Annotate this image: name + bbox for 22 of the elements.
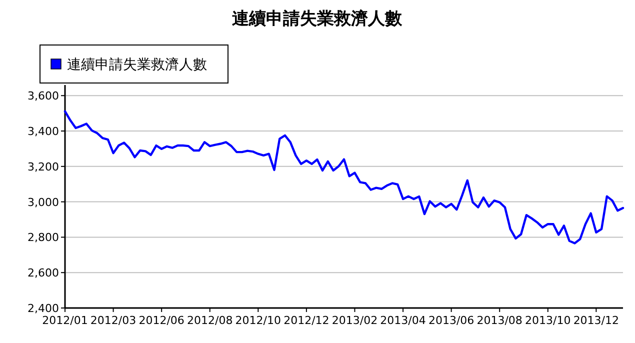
- line-series: [64, 110, 624, 244]
- x-tick-label: 2013/10: [525, 314, 571, 327]
- y-tick-label: 3,600: [28, 90, 59, 103]
- x-tick-label: 2013/06: [428, 314, 474, 327]
- x-tick-label: 2013/08: [476, 314, 522, 327]
- x-tick-label: 2013/02: [332, 314, 378, 327]
- legend-label: 連續申請失業救濟人數: [67, 57, 207, 73]
- y-tick-label: 2,400: [28, 302, 59, 315]
- x-tick-label: 2012/06: [138, 314, 184, 327]
- x-tick-label: 2013/04: [380, 314, 426, 327]
- y-tick-label: 3,400: [28, 125, 59, 138]
- x-tick-label: 2012/10: [235, 314, 282, 327]
- x-tick-label: 2013/12: [573, 314, 620, 327]
- chart-title: 連續申請失業救濟人數: [232, 9, 403, 29]
- y-tick-label: 2,800: [28, 231, 59, 244]
- y-tick-label: 3,000: [28, 196, 59, 209]
- y-tick-label: 3,200: [28, 160, 59, 174]
- x-tick-label: 2012/01: [42, 314, 88, 327]
- x-tick-label: 2012/08: [187, 314, 233, 327]
- y-tick-label: 2,600: [28, 266, 59, 280]
- x-tick-label: 2012/12: [284, 314, 330, 327]
- x-tick-label: 2012/03: [90, 314, 136, 327]
